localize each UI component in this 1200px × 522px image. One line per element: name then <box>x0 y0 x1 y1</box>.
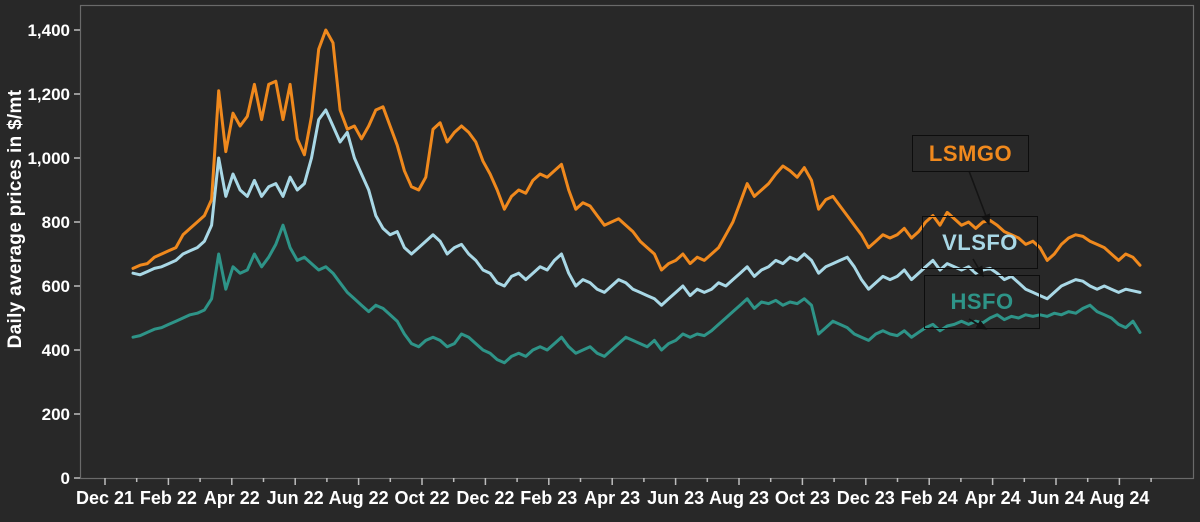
y-tick-label: 0 <box>61 469 70 488</box>
y-tick-label: 800 <box>42 213 70 232</box>
hsfo-annotation-arrow <box>968 318 988 330</box>
y-tick-label: 1,400 <box>27 21 70 40</box>
legend-label-hsfo: HSFO <box>950 289 1014 314</box>
x-tick-label: Aug 22 <box>329 488 389 508</box>
plot-border <box>79 4 1195 480</box>
x-tick-label: Apr 23 <box>584 488 640 508</box>
x-tick-label: Apr 22 <box>204 488 260 508</box>
legend-box-vlsfo: VLSFO <box>922 216 1038 269</box>
legend-label-lsmgo: LSMGO <box>928 140 1013 166</box>
x-tick-label: Oct 23 <box>775 488 830 508</box>
x-tick-label: Dec 22 <box>456 488 514 508</box>
y-axis-title: Daily average prices in $/mt <box>5 89 26 349</box>
y-tick-label: 1,200 <box>27 85 70 104</box>
legend-box-hsfo: HSFO <box>924 275 1040 329</box>
x-tick-label: Dec 21 <box>76 488 134 508</box>
legend-label-vlsfo: VLSFO <box>942 229 1018 255</box>
series-line-hsfo <box>131 223 1142 365</box>
lsmgo-annotation-arrow <box>968 170 991 226</box>
legend-box-lsmgo: LSMGO <box>912 135 1029 172</box>
series-line-vlsfo <box>131 108 1142 307</box>
x-tick-label: Feb 24 <box>901 488 958 508</box>
y-tick-label: 200 <box>42 405 70 424</box>
vlsfo-annotation-arrow <box>972 258 984 278</box>
x-tick-label: Aug 23 <box>709 488 769 508</box>
x-tick-label: Feb 22 <box>140 488 197 508</box>
x-tick-label: Apr 24 <box>965 488 1021 508</box>
x-tick-label: Jun 24 <box>1027 488 1084 508</box>
y-tick-label: 1,000 <box>27 149 70 168</box>
y-tick-label: 600 <box>42 277 70 296</box>
x-tick-label: Aug 24 <box>1089 488 1149 508</box>
x-tick-label: Jun 23 <box>647 488 704 508</box>
x-tick-label: Dec 23 <box>837 488 895 508</box>
x-tick-label: Jun 22 <box>267 488 324 508</box>
series-line-lsmgo <box>131 28 1142 272</box>
x-tick-label: Feb 23 <box>520 488 577 508</box>
y-tick-label: 400 <box>42 341 70 360</box>
x-tick-label: Oct 22 <box>394 488 449 508</box>
